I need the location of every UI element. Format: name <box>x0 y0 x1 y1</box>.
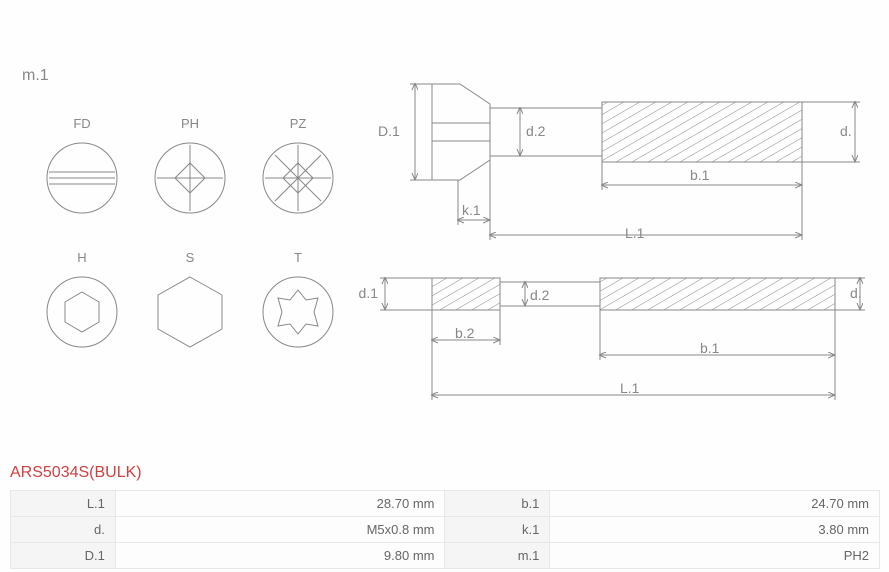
svg-text:b.1: b.1 <box>700 340 720 356</box>
svg-text:D.1: D.1 <box>378 123 400 139</box>
spec-value: M5x0.8 mm <box>115 517 445 543</box>
screw-side-view-top: D.1 d.2 d. k.1 b.1 L.1 <box>378 84 860 241</box>
section-label: m.1 <box>22 67 49 84</box>
spec-value: 9.80 mm <box>115 543 445 569</box>
spec-label: L.1 <box>11 491 116 517</box>
table-row: L.1 28.70 mm b.1 24.70 mm <box>11 491 880 517</box>
spec-label: b.1 <box>445 491 550 517</box>
svg-text:k.1: k.1 <box>462 202 481 218</box>
spec-value: PH2 <box>550 543 880 569</box>
head-type-ph: PH <box>155 116 225 213</box>
svg-text:d.: d. <box>840 123 852 139</box>
svg-text:PZ: PZ <box>290 116 307 131</box>
table-row: d. M5x0.8 mm k.1 3.80 mm <box>11 517 880 543</box>
svg-text:d.2: d.2 <box>530 287 550 303</box>
spec-value: 28.70 mm <box>115 491 445 517</box>
svg-text:d.2: d.2 <box>526 123 546 139</box>
svg-text:L.1: L.1 <box>625 225 645 241</box>
svg-text:b.1: b.1 <box>690 167 710 183</box>
spec-label: D.1 <box>11 543 116 569</box>
svg-text:H: H <box>77 250 86 265</box>
spec-value: 24.70 mm <box>550 491 880 517</box>
head-type-s: S <box>158 250 222 347</box>
svg-text:S: S <box>186 250 195 265</box>
spec-value: 3.80 mm <box>550 517 880 543</box>
head-type-fd: FD <box>47 116 117 213</box>
head-type-pz: PZ <box>263 116 333 213</box>
spec-table: L.1 28.70 mm b.1 24.70 mm d. M5x0.8 mm k… <box>10 490 880 569</box>
technical-diagram: m.1 FD PH PZ H S T <box>0 0 889 440</box>
svg-text:L.1: L.1 <box>620 380 640 396</box>
part-number: ARS5034S(BULK) <box>10 464 142 482</box>
head-type-t: T <box>263 250 333 347</box>
svg-text:d.: d. <box>850 285 862 301</box>
svg-text:b.2: b.2 <box>455 325 475 341</box>
table-row: D.1 9.80 mm m.1 PH2 <box>11 543 880 569</box>
svg-text:d.1: d.1 <box>359 285 379 301</box>
spec-label: k.1 <box>445 517 550 543</box>
head-type-h: H <box>47 250 117 347</box>
screw-side-view-bottom: d.1 d.2 d. b.2 b.1 L.1 <box>359 278 865 400</box>
svg-text:T: T <box>294 250 302 265</box>
svg-text:PH: PH <box>181 116 199 131</box>
spec-label: m.1 <box>445 543 550 569</box>
svg-text:FD: FD <box>73 116 90 131</box>
spec-label: d. <box>11 517 116 543</box>
